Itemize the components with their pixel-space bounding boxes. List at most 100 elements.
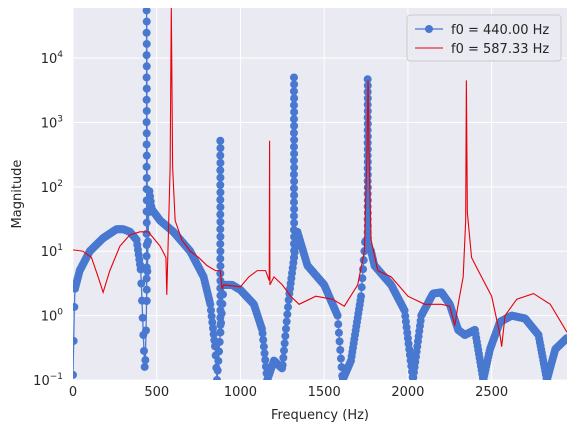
series-1-point xyxy=(142,274,151,283)
series-1-point xyxy=(289,156,298,165)
series-1-point xyxy=(284,303,293,312)
y-tick-label: 101 xyxy=(41,243,63,260)
series-1-point xyxy=(216,328,225,337)
series-1-point xyxy=(142,326,151,335)
series-1-point xyxy=(363,183,372,192)
series-1-point xyxy=(142,51,151,60)
x-tick-label: 2500 xyxy=(475,385,508,400)
series-1-point xyxy=(142,140,151,149)
series-1-point xyxy=(216,188,225,197)
y-tick-label: 103 xyxy=(41,114,63,131)
series-1-point xyxy=(363,145,372,154)
series-1-point xyxy=(259,342,268,351)
series-1-point xyxy=(73,302,79,311)
series-1-point xyxy=(282,324,291,333)
series-1-point xyxy=(363,75,372,84)
series-1-point xyxy=(218,299,227,308)
series-1-point xyxy=(216,136,225,145)
y-axis-label: Magnitude xyxy=(10,160,25,229)
series-1-point xyxy=(289,128,298,137)
series-1-point xyxy=(142,39,151,48)
series-1-point xyxy=(216,158,225,167)
series-1-point xyxy=(214,356,223,365)
series-1-point xyxy=(290,108,299,117)
series-1-point xyxy=(136,265,145,274)
series-1-point xyxy=(279,353,288,362)
x-tick-label: 0 xyxy=(69,385,77,400)
series-1-point xyxy=(142,218,151,227)
series-1-point xyxy=(216,217,225,226)
y-tick-label: 100 xyxy=(41,308,64,325)
series-1-point xyxy=(290,177,299,186)
series-1-point xyxy=(137,279,146,288)
series-1-point xyxy=(289,142,298,151)
y-axis: 10−1 100 101 102 103 104 xyxy=(33,50,63,389)
grid xyxy=(72,8,567,381)
series-1-point xyxy=(216,239,225,248)
series-1-point xyxy=(290,94,299,103)
series-1-point xyxy=(141,356,150,365)
series-1-point xyxy=(335,337,344,346)
y-tick-label: 102 xyxy=(41,179,63,196)
series-1-point xyxy=(216,232,225,241)
series-1-point xyxy=(363,221,372,230)
series-1-point xyxy=(333,311,342,320)
series-1-point xyxy=(206,306,215,315)
series-1-point xyxy=(216,173,225,182)
series-1-point xyxy=(336,345,345,354)
series-1-point xyxy=(216,195,225,204)
series-1-point xyxy=(284,295,293,304)
series-1-point xyxy=(290,191,299,200)
series-1-point xyxy=(289,198,298,207)
series-1-point xyxy=(142,296,151,305)
x-tick-label: 500 xyxy=(144,385,169,400)
x-tick-label: 1000 xyxy=(224,385,257,400)
series-1-point xyxy=(258,329,267,338)
series-1-point xyxy=(290,163,299,172)
legend-marker-series-1 xyxy=(425,25,433,33)
series-1-point xyxy=(290,149,299,158)
series-1-point xyxy=(142,106,151,115)
series-1-point xyxy=(208,318,217,327)
series-1-point xyxy=(216,225,225,234)
series-1-point xyxy=(357,283,366,292)
plot-background xyxy=(73,8,567,380)
series-1-point xyxy=(216,254,225,263)
x-tick-label: 1500 xyxy=(308,385,341,400)
series-1-markers xyxy=(73,8,567,380)
series-1-point xyxy=(363,138,372,147)
series-1-point xyxy=(142,8,151,15)
x-axis-label: Frequency (Hz) xyxy=(271,408,369,423)
series-1-point xyxy=(281,332,290,341)
series-1-point xyxy=(142,252,151,261)
series-1-point xyxy=(260,349,269,358)
series-1-point xyxy=(261,355,270,364)
series-1-point xyxy=(142,95,151,104)
series-1-point xyxy=(363,234,372,243)
legend: f0 = 440.00 Hz f0 = 587.33 Hz xyxy=(406,14,562,62)
series-1-point xyxy=(219,290,228,299)
x-tick-label: 2000 xyxy=(391,385,424,400)
series-1-point xyxy=(207,312,216,321)
series-1-point xyxy=(282,317,291,326)
series-1-point xyxy=(208,324,217,333)
series-1-point xyxy=(142,118,151,127)
series-1-point xyxy=(280,346,288,355)
series-1-point xyxy=(213,376,222,380)
series-1-point xyxy=(142,62,151,71)
series-1-point xyxy=(144,237,153,246)
series-1-point xyxy=(213,366,222,375)
series-1-point xyxy=(363,157,372,166)
series-1-point xyxy=(209,330,218,339)
series-1-point xyxy=(215,347,224,356)
y-tick-label: 104 xyxy=(41,50,64,67)
series-1-point xyxy=(357,292,366,301)
series-1-point xyxy=(259,335,268,344)
series-1-point xyxy=(289,87,298,96)
legend-frame xyxy=(406,14,562,62)
series-1-point xyxy=(216,210,225,219)
series-1-point xyxy=(143,267,152,276)
series-1-point xyxy=(142,28,151,37)
series-1-point xyxy=(216,247,225,256)
series-1-point xyxy=(206,300,215,309)
